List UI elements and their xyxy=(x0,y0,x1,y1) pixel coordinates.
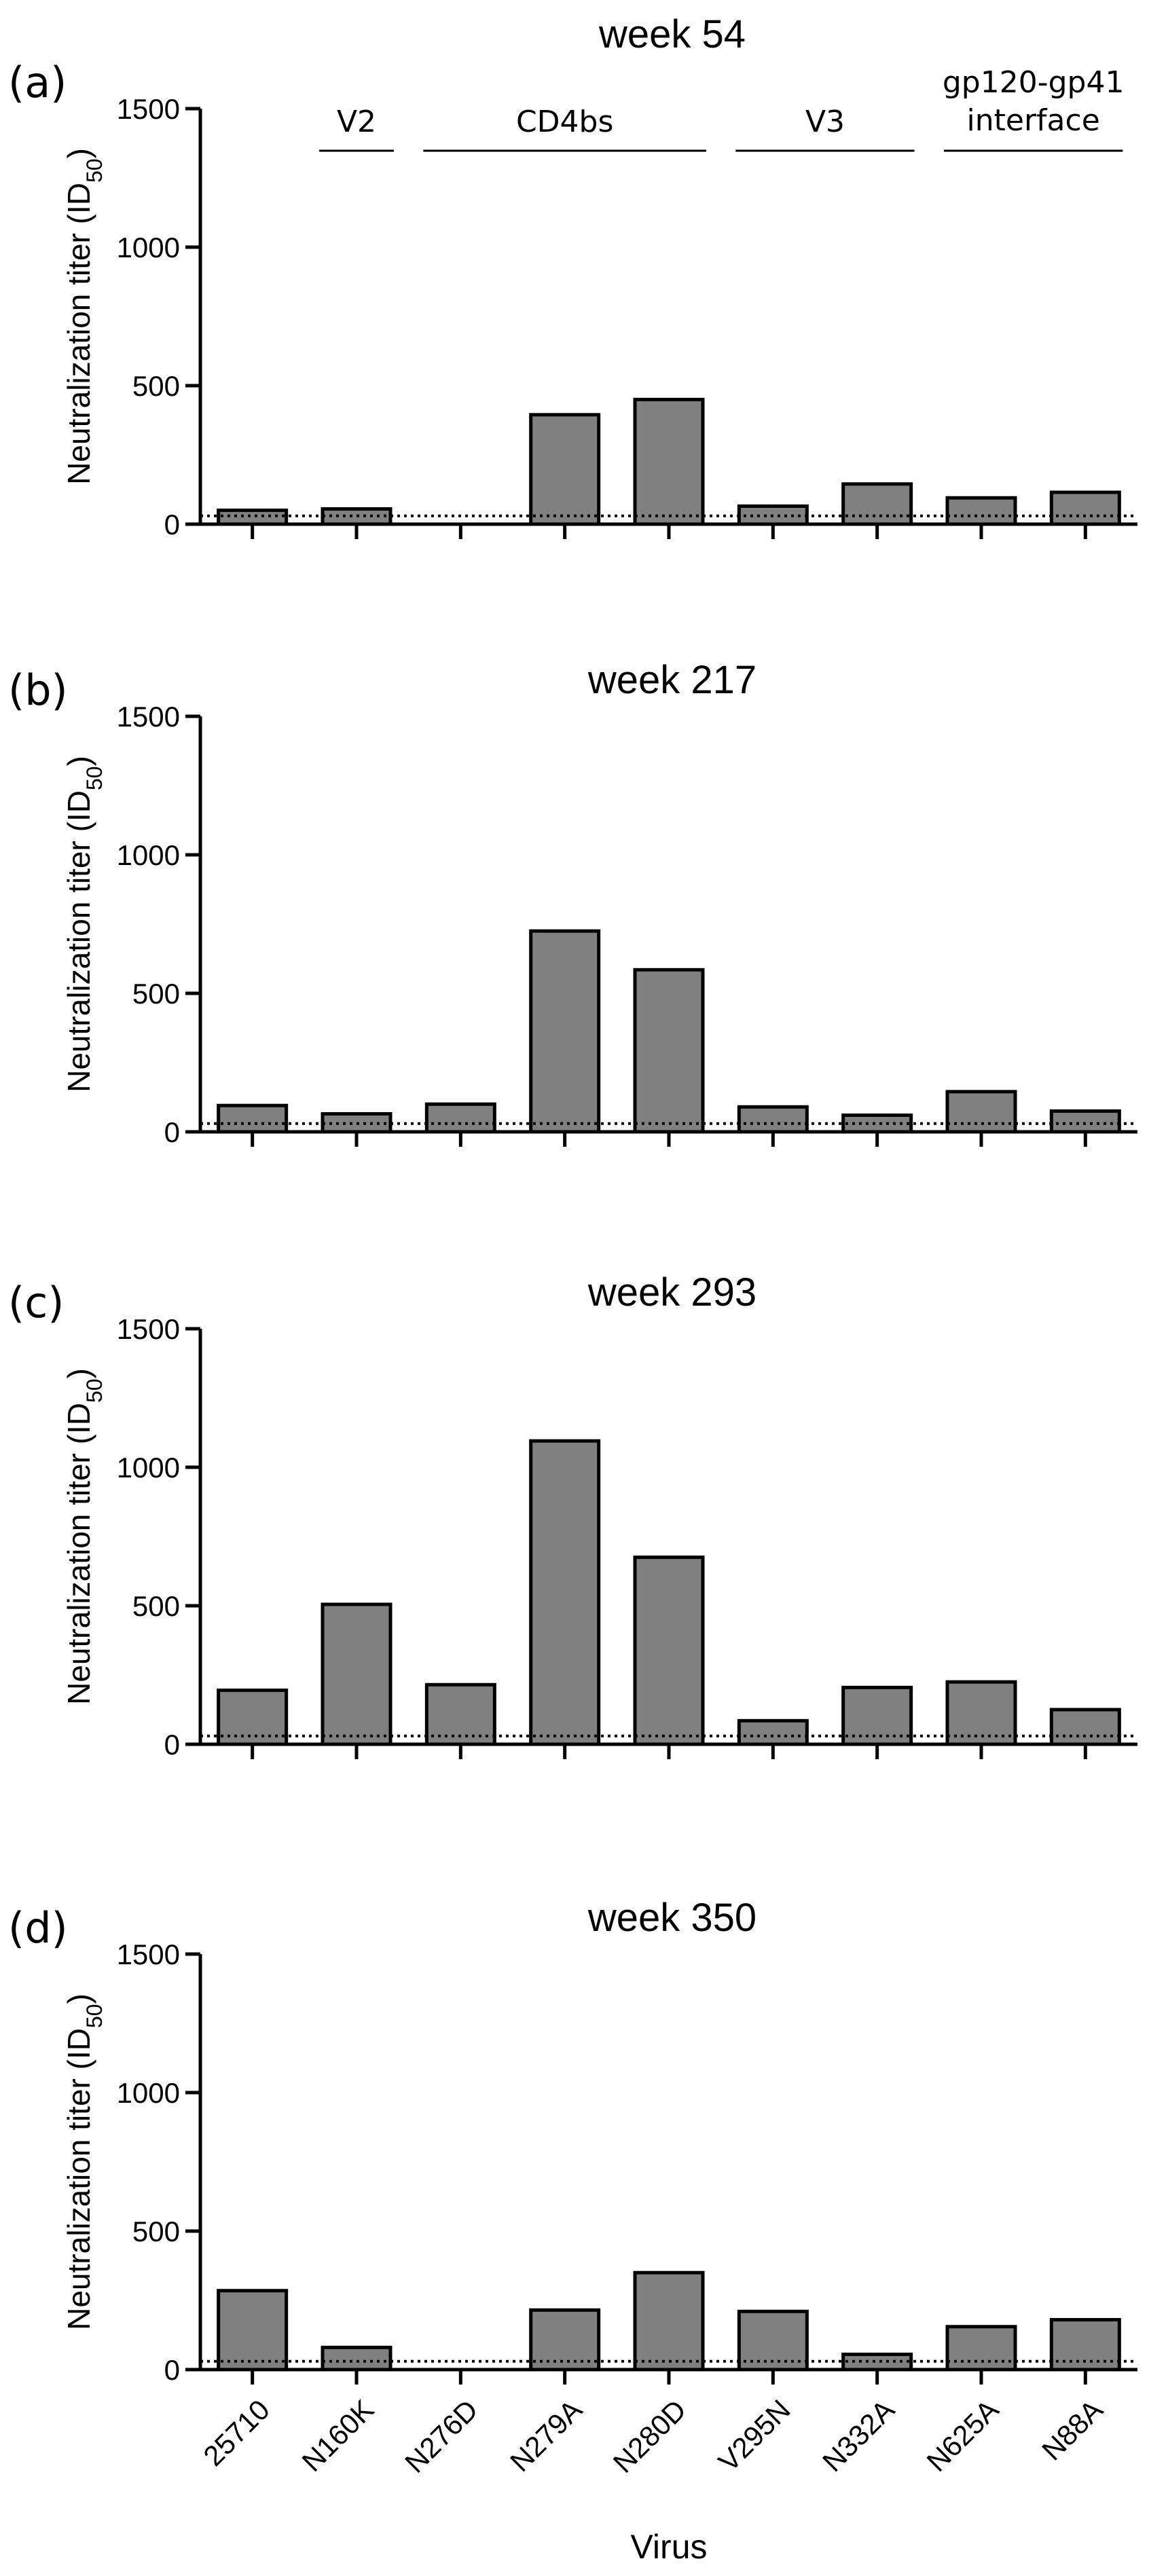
x-tick-label: N276D xyxy=(399,2393,484,2479)
y-tick-label: 500 xyxy=(132,2215,180,2247)
y-axis-label: Neutralization titer (ID50) xyxy=(61,756,107,1092)
y-tick-label: 1000 xyxy=(117,2077,180,2109)
panel-label: (c) xyxy=(8,1278,64,1327)
y-tick-label: 1000 xyxy=(117,839,180,871)
bar-N279A xyxy=(529,1439,601,1746)
chart-panel-3: (c) week 293 0 500 1000 1500 Neutralization ti… xyxy=(8,1270,1137,1761)
bar-25710 xyxy=(217,2289,289,2372)
chart-panel-2: (b) week 217 0 500 1000 1500 Neutralization ti… xyxy=(8,658,1137,1148)
y-tick-label: 500 xyxy=(132,1590,180,1622)
bar-N88A xyxy=(1049,490,1121,526)
bar-N276D xyxy=(424,1102,496,1134)
x-tick-label: N88A xyxy=(1036,2393,1109,2467)
bar-N332A xyxy=(841,482,913,526)
x-axis-label: Virus xyxy=(630,2528,707,2566)
x-tick-label: V295N xyxy=(712,2393,797,2478)
y-tick-label: 1500 xyxy=(117,1313,180,1345)
bar-N280D xyxy=(633,1556,705,1746)
bar-V295N xyxy=(737,1718,809,1746)
region-label: gp120-gp41 interface xyxy=(943,65,1125,138)
bar-N280D xyxy=(633,397,705,526)
bar-N625A xyxy=(945,496,1017,526)
bar-N160K xyxy=(321,1602,393,1746)
bar-N88A xyxy=(1049,1109,1121,1134)
y-tick-label: 500 xyxy=(132,978,180,1010)
bar-N625A xyxy=(945,2325,1017,2372)
region-annotations: V2 CD4bs V3 gp120-gp41 interface xyxy=(319,65,1125,152)
x-tick-label: N280D xyxy=(607,2393,693,2479)
region-label: V3 xyxy=(805,105,845,139)
chart-title: week 54 xyxy=(598,12,746,56)
y-tick-label: 0 xyxy=(164,1729,180,1761)
panel-label: (d) xyxy=(8,1903,68,1953)
x-tick-label: N279A xyxy=(504,2393,588,2478)
bar-V295N xyxy=(737,1105,809,1134)
x-tick-label: N625A xyxy=(920,2393,1004,2478)
y-tick-label: 1500 xyxy=(117,701,180,733)
y-tick-label: 500 xyxy=(132,370,180,402)
bar-N279A xyxy=(529,929,601,1134)
x-tick-label: N332A xyxy=(816,2393,900,2478)
y-tick-label: 1500 xyxy=(117,1938,180,1970)
bar-N88A xyxy=(1049,1708,1121,1746)
chart-title: week 350 xyxy=(587,1896,756,1940)
y-axis-label: Neutralization titer (ID50) xyxy=(61,148,107,485)
bar-N625A xyxy=(945,1090,1017,1134)
region-label: CD4bs xyxy=(516,105,613,139)
y-tick-label: 0 xyxy=(164,509,180,540)
panel-label: (b) xyxy=(8,665,68,715)
chart-title: week 217 xyxy=(587,658,756,702)
y-tick-label: 1500 xyxy=(117,93,180,125)
y-tick-label: 0 xyxy=(164,2354,180,2386)
chart-panel-4: (d) week 350 0 500 1000 1500 Neutralization ti… xyxy=(8,1896,1137,2479)
bar-N279A xyxy=(529,413,601,526)
chart-panel-1: (a) week 54 0 500 1000 1500 Neutralization tit… xyxy=(8,12,1137,540)
y-tick-label: 1000 xyxy=(117,1452,180,1484)
region-label: V2 xyxy=(337,105,376,139)
bar-25710 xyxy=(217,509,289,526)
chart-title: week 293 xyxy=(587,1270,756,1314)
bar-N280D xyxy=(633,2270,705,2372)
y-tick-label: 0 xyxy=(164,1116,180,1148)
y-axis-label: Neutralization titer (ID50) xyxy=(61,1993,107,2330)
bar-N280D xyxy=(633,968,705,1134)
y-tick-label: 1000 xyxy=(117,232,180,263)
x-tick-label: 25710 xyxy=(197,2393,276,2472)
panel-label: (a) xyxy=(8,58,67,107)
x-tick-label: N160K xyxy=(295,2393,380,2478)
bar-25710 xyxy=(217,1103,289,1134)
y-axis-label: Neutralization titer (ID50) xyxy=(61,1368,107,1705)
bar-N160K xyxy=(321,2345,393,2372)
